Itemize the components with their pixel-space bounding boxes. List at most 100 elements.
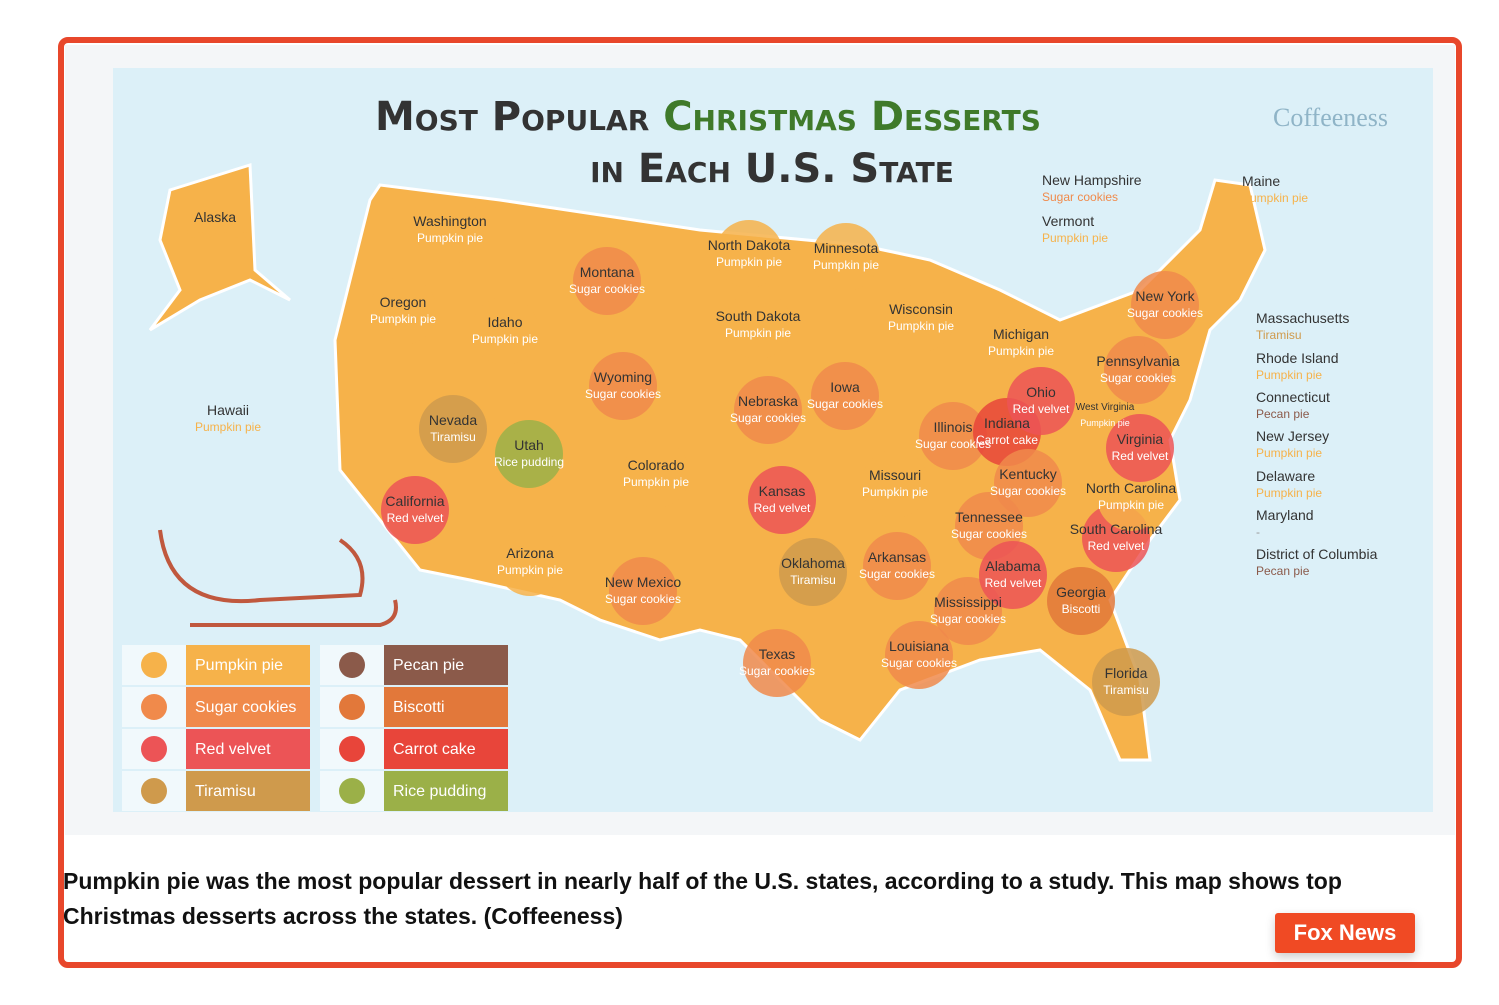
state-dessert: Sugar cookies [881, 656, 957, 670]
legend-swatch [186, 687, 310, 727]
state-dessert: Sugar cookies [739, 664, 815, 678]
infographic: Most Popular Christmas Desserts in Each … [113, 68, 1433, 812]
state-name: North Dakota [708, 237, 791, 253]
state-name: Colorado [628, 457, 685, 473]
state-dessert: Pumpkin pie [182, 227, 248, 241]
alaska-outline [148, 162, 291, 332]
state-dessert: Sugar cookies [807, 397, 883, 411]
state-name: Florida [1105, 665, 1148, 681]
state-name: California [385, 493, 444, 509]
state-region [495, 420, 563, 488]
state-dessert: Pumpkin pie [497, 563, 563, 577]
legend-icon [141, 778, 167, 804]
state-dessert: Sugar cookies [569, 282, 645, 296]
state-dessert: Red velvet [387, 511, 444, 525]
state-dessert: Sugar cookies [859, 567, 935, 581]
state-name: Iowa [830, 379, 860, 395]
state-dessert: Pumpkin pie [1242, 191, 1308, 205]
state-region [609, 557, 677, 625]
state-name: North Carolina [1086, 480, 1176, 496]
legend-icon [141, 736, 167, 762]
state-dessert: Pumpkin pie [862, 485, 928, 499]
legend-label: Biscotti [393, 699, 445, 716]
state-name: Illinois [934, 419, 973, 435]
state-name: Kansas [759, 483, 806, 499]
legend-icon [141, 652, 167, 678]
state-dessert: Sugar cookies [730, 411, 806, 425]
state-dessert: Pumpkin pie [623, 475, 689, 489]
legend-swatch [384, 687, 508, 727]
source-button[interactable]: Fox News [1275, 913, 1415, 953]
state-dessert: Pumpkin pie [988, 344, 1054, 358]
state-dessert: Red velvet [985, 576, 1042, 590]
state-name: West Virginia [1076, 402, 1135, 413]
state-dessert: Pumpkin pie [1256, 368, 1322, 382]
state-region [1007, 367, 1075, 435]
state-name: Texas [759, 646, 796, 662]
state-region [471, 297, 539, 365]
state-name: Wisconsin [889, 301, 953, 317]
state-name: Michigan [993, 326, 1049, 342]
state-name: Oregon [380, 294, 427, 310]
state-name: South Carolina [1070, 521, 1163, 537]
title: in Each U.S. State [590, 146, 954, 192]
state-name: Idaho [487, 314, 522, 330]
state-name: Nebraska [738, 393, 798, 409]
legend-swatch [186, 729, 310, 769]
state-region [887, 284, 955, 352]
state-region [622, 440, 690, 508]
state-name: South Dakota [716, 308, 801, 324]
state-dessert: Tiramisu [1103, 683, 1149, 697]
legend-swatch [384, 771, 508, 811]
state-dessert: Sugar cookies [585, 387, 661, 401]
state-dessert: - [1256, 525, 1260, 539]
state-region [863, 532, 931, 600]
state-region [779, 538, 847, 606]
legend-label: Rice pudding [393, 783, 486, 800]
legend-label: Carrot cake [393, 741, 476, 758]
state-name: Ohio [1026, 384, 1056, 400]
legend-label: Sugar cookies [195, 699, 296, 716]
state-dessert: Sugar cookies [930, 612, 1006, 626]
legend-swatch [186, 771, 310, 811]
state-name: Nevada [429, 412, 477, 428]
state-region [919, 402, 987, 470]
state-name: Vermont [1042, 213, 1094, 229]
state-region [1092, 648, 1160, 716]
state-dessert: Tiramisu [1256, 328, 1302, 342]
state-name: Arizona [506, 545, 554, 561]
state-region [381, 476, 449, 544]
state-name: District of Columbia [1256, 546, 1378, 562]
state-name: Connecticut [1256, 389, 1330, 405]
state-dessert: Red velvet [754, 501, 811, 515]
state-name: New Jersey [1256, 428, 1329, 444]
state-dessert: Tiramisu [790, 573, 836, 587]
state-dessert: Tiramisu [430, 430, 476, 444]
state-dessert: Pecan pie [1256, 564, 1310, 578]
state-name: Washington [413, 213, 486, 229]
legend-icon [339, 778, 365, 804]
state-dessert: Pumpkin pie [888, 319, 954, 333]
state-name: New York [1135, 288, 1195, 304]
state-dessert: Biscotti [1062, 602, 1101, 616]
state-region [1091, 400, 1119, 428]
state-region [724, 291, 792, 359]
state-name: Rhode Island [1256, 350, 1339, 366]
state-region [987, 309, 1055, 377]
state-dessert: Pumpkin pie [1256, 486, 1322, 500]
title-part: Christmas Desserts [663, 94, 1041, 140]
state-dessert: Sugar cookies [1100, 371, 1176, 385]
state-region [589, 352, 657, 420]
state-name: New Mexico [605, 574, 681, 590]
state-name: Alabama [985, 558, 1040, 574]
sleigh [158, 529, 398, 627]
legend-icon [141, 694, 167, 720]
legend-icon [339, 652, 365, 678]
state-region [743, 629, 811, 697]
state-region [416, 196, 484, 264]
legend-label: Tiramisu [195, 783, 256, 800]
state-dessert: Sugar cookies [1127, 306, 1203, 320]
state-name: Indiana [984, 415, 1030, 431]
state-dessert: Pumpkin pie [1042, 231, 1108, 245]
